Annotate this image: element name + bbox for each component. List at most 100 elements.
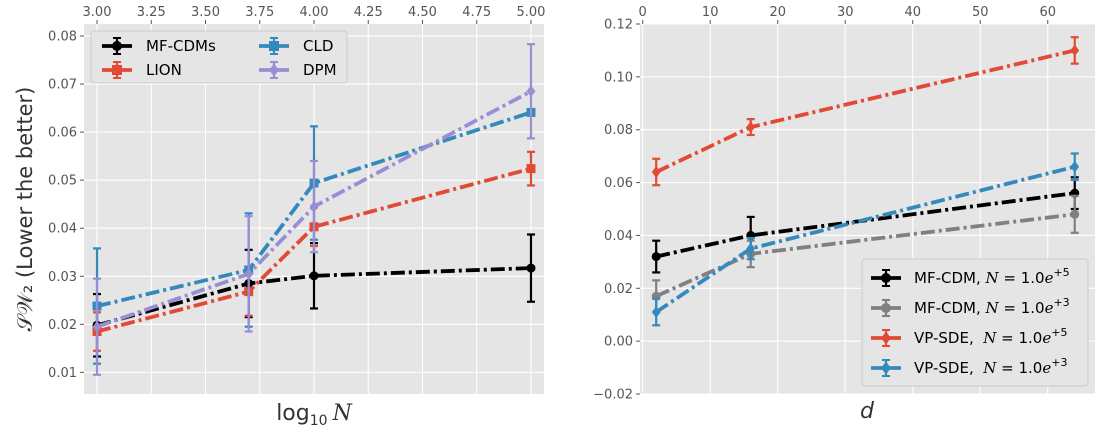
legend-handle-mf-cdms-marker [112, 41, 122, 51]
right-series-vp-sde-n-1-0e-5 [651, 36, 1080, 187]
legend-label-vpsde-1e5-prefix: VP-SDE, [914, 329, 983, 347]
legend-label-vpsde-1e5-base: e [1042, 329, 1051, 347]
left-x-label-subscript: 10 [310, 413, 328, 428]
legend-label-mfcdm-1e5-base: e [1045, 269, 1054, 287]
left-y-tick-label-1: 0.02 [48, 318, 77, 333]
legend-handle-cld-marker [269, 41, 279, 51]
right-series-vp-sde-n-1-0e-3-point-1 [746, 242, 756, 255]
legend-label-mf-cdms: MF-CDMs [146, 37, 216, 55]
legend-label-mfcdm-1e5-exp: +5 [1053, 266, 1069, 279]
left-chart: 3.00 3.25 3.50 3.75 4.00 4.25 4.50 4.75 5.00 0.01… [13, 5, 545, 428]
legend-handle-right-1-marker [881, 303, 891, 313]
left-series-mf-cdms-point-2 [309, 271, 319, 281]
left-series-dpm-line [96, 89, 532, 329]
legend-label-mfcdm-1e5-prefix: MF-CDM, [914, 269, 985, 287]
right-series-vp-sde-n-1-0e-3-point-0 [651, 306, 661, 318]
left-y-axis-label: 𝒮𝒲₂ (Lower the better) [13, 87, 37, 332]
legend-label-vpsde-1e3-base: e [1042, 359, 1051, 377]
right-series-vp-sde-n-1-0e-5-point-2 [1070, 44, 1080, 57]
right-x-tick-label-0: 0 [639, 5, 647, 20]
legend-handle-cld [259, 37, 289, 55]
legend-label-lion: LION [146, 61, 182, 79]
right-series-vp-sde-n-1-0e-5-point-0 [651, 166, 661, 178]
left-x-tick-label-2: 3.50 [191, 5, 220, 20]
left-y-tick-label-6: 0.07 [48, 78, 77, 93]
right-series-mf-cdm-n-1-0e-5-line [655, 191, 1075, 259]
right-legend-box [861, 258, 1089, 387]
right-y-tick-label-4: 0.06 [604, 176, 633, 191]
legend-label-vpsde-1e3: VP-SDE, N = 1.0e+3 [914, 356, 1067, 377]
legend-handle-dpm [259, 61, 289, 79]
legend-label-cld: CLD [303, 37, 333, 55]
legend-label-mfcdm-1e3: MF-CDM, N = 1.0e+3 [914, 296, 1070, 317]
right-x-tick-label-4: 40 [904, 5, 921, 20]
left-series-dpm-point-3 [526, 85, 536, 98]
legend-label-mfcdm-1e3-prefix: MF-CDM, [914, 299, 985, 317]
legend-label-vpsde-1e5: VP-SDE, N = 1.0e+5 [914, 326, 1067, 347]
legend-label-mfcdm-1e3-base: e [1045, 299, 1054, 317]
legend-handle-right-0-marker [881, 273, 891, 283]
left-legend-handles [102, 37, 289, 79]
right-x-tick-label-1: 10 [702, 5, 719, 20]
legend-label-vpsde-1e3-n: N [982, 359, 997, 377]
left-series-dpm-point-1 [244, 268, 254, 280]
right-series-vp-sde-n-1-0e-5-point-1 [746, 121, 756, 133]
legend-handle-lion-marker [112, 65, 122, 75]
right-y-tick-label-5: 0.08 [604, 123, 633, 138]
left-y-tick-label-7: 0.08 [48, 30, 77, 45]
right-y-tick-label-3: 0.04 [604, 229, 633, 244]
left-y-tick-label-4: 0.05 [48, 174, 77, 189]
right-series-vp-sde-n-1-0e-3-point-2 [1070, 160, 1080, 173]
right-y-tick-label-2: 0.02 [604, 282, 633, 297]
left-series-lion-point-3 [526, 164, 536, 174]
legend-handle-mf-cdms [102, 37, 132, 55]
legend-handle-right-1 [871, 299, 901, 317]
left-x-axis-label: log10 N [276, 401, 352, 428]
left-series-dpm-point-2 [309, 200, 319, 213]
right-x-tick-label-2: 20 [769, 5, 786, 20]
right-x-axis-label: d [860, 399, 875, 424]
right-x-tick-label-6: 60 [1039, 5, 1056, 20]
legend-label-vpsde-1e3-exp: +3 [1051, 356, 1067, 369]
right-series-mf-cdm-n-1-0e-3-point-2 [1070, 209, 1080, 219]
legend-label-vpsde-1e3-prefix: VP-SDE, [914, 359, 983, 377]
left-series-group [92, 43, 536, 376]
left-series-dpm-point-0 [92, 320, 102, 333]
left-x-tick-label-0: 3.00 [83, 5, 112, 20]
left-x-tick-label-6: 4.50 [408, 5, 437, 20]
legend-label-vpsde-1e5-exp: +5 [1051, 326, 1067, 339]
left-series-mf-cdms-line [96, 266, 532, 328]
legend-label-mfcdm-1e3-exp: +3 [1053, 296, 1069, 309]
left-series-dpm [92, 43, 536, 376]
left-y-tick-label-2: 0.03 [48, 270, 77, 285]
left-x-tick-label-4: 4.00 [300, 5, 329, 20]
legend-handle-lion [102, 61, 132, 79]
right-legend-handles [871, 269, 901, 377]
legend-label-mfcdm-1e3-eq: = 1.0 [999, 299, 1045, 317]
legend-handle-right-2-marker [881, 331, 891, 345]
legend-label-mfcdm-1e5: MF-CDM, N = 1.0e+5 [914, 266, 1070, 287]
legend-label-mfcdm-1e3-n: N [984, 299, 999, 317]
legend-handle-right-3 [871, 359, 901, 377]
left-y-tick-label-0: 0.01 [48, 366, 77, 381]
legend-label-mfcdm-1e5-eq: = 1.0 [999, 269, 1045, 287]
left-x-tick-label-5: 4.25 [354, 5, 383, 20]
left-x-tick-label-7: 4.75 [462, 5, 491, 20]
right-legend: MF-CDM, N = 1.0e+5 MF-CDM, N = 1.0e+3 VP… [861, 258, 1089, 387]
left-y-tick-label-3: 0.04 [48, 222, 77, 237]
right-series-vp-sde-n-1-0e-3 [651, 152, 1080, 327]
legend-handle-right-2 [871, 329, 901, 347]
left-x-label-var: N [332, 401, 353, 426]
legend-handle-dpm-marker [269, 63, 279, 77]
right-x-tick-label-3: 30 [837, 5, 854, 20]
right-y-tick-label-1: 0.00 [604, 335, 633, 350]
legend-label-vpsde-1e3-eq: = 1.0 [996, 359, 1042, 377]
left-tick-labels: 3.00 3.25 3.50 3.75 4.00 4.25 4.50 4.75 5.00 0.01… [48, 5, 545, 381]
right-series-group [651, 36, 1080, 327]
left-x-tick-label-1: 3.25 [137, 5, 166, 20]
right-y-tick-label-6: 0.10 [604, 70, 633, 85]
right-y-tick-label-0: −0.02 [593, 388, 633, 403]
right-y-tick-label-7: 0.12 [604, 18, 633, 33]
right-tick-labels: 0 10 20 30 40 50 60 −0.02 0.00 0.02 0.04 0.06 0.08 0.… [593, 5, 1056, 403]
